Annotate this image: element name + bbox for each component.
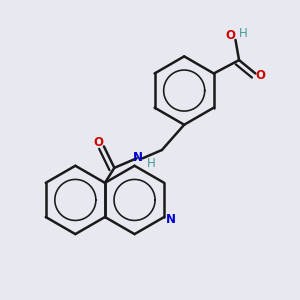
Text: N: N — [133, 151, 143, 164]
Text: O: O — [226, 29, 236, 42]
Text: H: H — [147, 157, 156, 170]
Text: H: H — [239, 27, 248, 40]
Text: N: N — [166, 214, 176, 226]
Text: O: O — [256, 69, 266, 82]
Text: O: O — [94, 136, 103, 149]
